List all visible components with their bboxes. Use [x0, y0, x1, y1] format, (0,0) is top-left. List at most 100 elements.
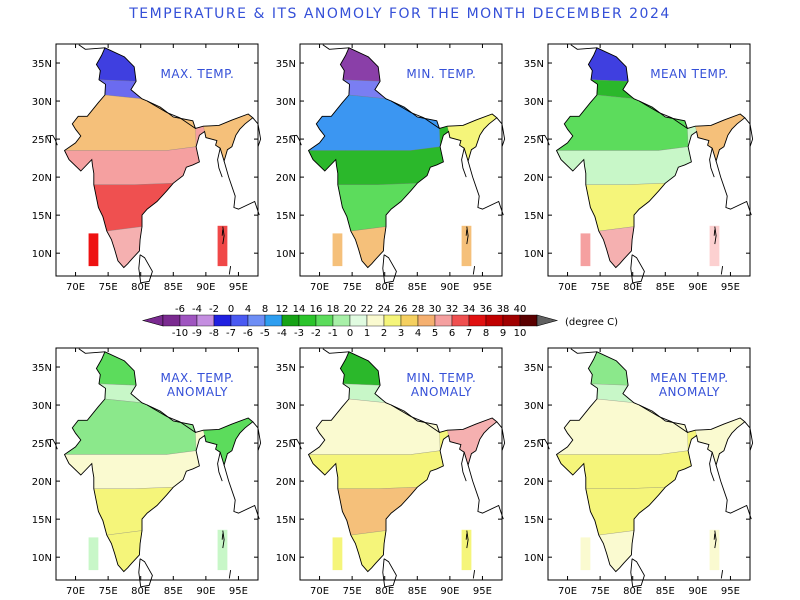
panel-title: MIN. TEMP.	[406, 67, 476, 81]
legend-swatch	[281, 314, 300, 327]
legend-anomaly-label: -4	[277, 328, 287, 339]
y-tick-label: 30N	[276, 97, 296, 108]
color-legend: -6 -4 -2 0 4 8 12 14 16 18 20 22 24 26 28 30 32 34 36 38 40-…	[141, 304, 618, 339]
legend-swatch	[502, 314, 521, 327]
coastline	[630, 558, 645, 588]
legend-anomaly-label: 7	[466, 328, 472, 339]
coastline	[570, 348, 597, 354]
map-panel-min-temp-anomaly: 70E 75E 80E 85E 90E 95E 10N 15N 20N 25N 30N 35N MIN.…	[276, 347, 506, 597]
legend-unit: (degree C)	[565, 317, 618, 328]
y-tick-label: 30N	[32, 97, 52, 108]
coastline	[382, 254, 397, 284]
y-tick-label: 30N	[276, 401, 296, 412]
legend-anomaly-label: -8	[209, 328, 219, 339]
coastline	[390, 404, 440, 433]
x-tick-label: 85E	[164, 586, 183, 597]
coastline	[714, 530, 717, 549]
legend-swatch	[366, 314, 385, 327]
x-tick-label: 75E	[343, 586, 362, 597]
legend-anomaly-label: 5	[432, 328, 438, 339]
x-tick-label: 85E	[164, 282, 183, 293]
india-outline	[307, 47, 498, 269]
legend-swatch	[383, 314, 402, 327]
coastline	[570, 44, 597, 50]
legend-temp-label: 36	[480, 304, 493, 315]
legend-temp-label: 38	[497, 304, 510, 315]
legend-anomaly-label: 10	[514, 328, 527, 339]
coastline	[638, 100, 688, 129]
x-tick-label: 85E	[408, 586, 427, 597]
coastline	[222, 530, 225, 549]
coastline	[472, 266, 476, 275]
map-frame	[55, 347, 259, 581]
y-tick-label: 30N	[524, 401, 544, 412]
coastline	[709, 148, 715, 178]
x-tick-label: 85E	[408, 282, 427, 293]
region-fill	[93, 487, 174, 536]
map-frame	[547, 43, 751, 277]
andaman-inset	[461, 529, 472, 571]
region-fill	[555, 94, 689, 151]
coastline	[138, 254, 153, 284]
coastline	[322, 348, 349, 354]
legend-anomaly-label: -9	[192, 328, 202, 339]
map-frame	[299, 347, 503, 581]
x-tick-label: 70E	[66, 282, 85, 293]
andaman-inset	[217, 225, 228, 267]
y-tick-label: 35N	[524, 363, 544, 374]
legend-anomaly-label: 9	[500, 328, 506, 339]
map-panel-max-temp-anomaly: 70E 75E 80E 85E 90E 95E 10N 15N 20N 25N 30N 35N MAX.…	[32, 347, 262, 597]
india-outline	[555, 351, 746, 573]
region-fill	[337, 183, 418, 232]
coastline	[715, 464, 752, 520]
panel-title: ANOMALY	[411, 385, 472, 399]
legend-swatch	[162, 314, 181, 327]
map-frame	[547, 347, 751, 581]
x-tick-label: 80E	[375, 282, 394, 293]
legend-swatch	[434, 314, 453, 327]
x-tick-label: 90E	[440, 586, 459, 597]
y-tick-label: 25N	[32, 439, 52, 450]
legend-swatch	[451, 314, 470, 327]
legend-anomaly-label: 0	[347, 328, 353, 339]
x-tick-label: 70E	[310, 586, 329, 597]
y-tick-label: 25N	[276, 439, 296, 450]
lakshadweep-inset	[88, 233, 99, 267]
x-tick-label: 95E	[473, 282, 492, 293]
map-panel-max-temp: 70E 75E 80E 85E 90E 95E 10N 15N 20N 25N 30N 35N MAX.…	[32, 43, 262, 293]
coastline	[222, 226, 225, 245]
coastline	[217, 148, 223, 178]
legend-temp-label: 30	[429, 304, 442, 315]
legend-temp-label: 22	[361, 304, 374, 315]
legend-swatch	[417, 314, 436, 327]
legend-anomaly-label: -1	[328, 328, 338, 339]
y-tick-label: 20N	[276, 477, 296, 488]
legend-anomaly-label: -3	[294, 328, 304, 339]
y-tick-label: 20N	[32, 477, 52, 488]
x-tick-label: 95E	[721, 586, 740, 597]
legend-temp-label: 18	[327, 304, 340, 315]
legend-temp-label: 20	[344, 304, 357, 315]
andaman-island-mark	[221, 533, 224, 540]
region-fill	[63, 398, 197, 455]
legend-temp-label: 16	[310, 304, 323, 315]
andaman-inset	[217, 529, 228, 571]
region-fill	[585, 183, 666, 232]
y-tick-label: 20N	[524, 173, 544, 184]
legend-arrow-right	[536, 314, 559, 327]
region-fill	[307, 398, 441, 455]
y-tick-label: 15N	[524, 515, 544, 526]
y-tick-label: 10N	[276, 553, 296, 564]
y-tick-label: 20N	[276, 173, 296, 184]
legend-swatch	[179, 314, 198, 327]
legend-anomaly-label: 6	[449, 328, 455, 339]
coastline	[720, 570, 724, 579]
x-tick-label: 85E	[656, 586, 675, 597]
y-tick-label: 35N	[524, 59, 544, 70]
region-fill	[106, 226, 143, 268]
region-fill	[598, 226, 635, 268]
lakshadweep-inset	[580, 233, 591, 267]
y-tick-label: 10N	[524, 249, 544, 260]
y-tick-label: 30N	[524, 97, 544, 108]
legend-arrow-left	[141, 314, 164, 327]
